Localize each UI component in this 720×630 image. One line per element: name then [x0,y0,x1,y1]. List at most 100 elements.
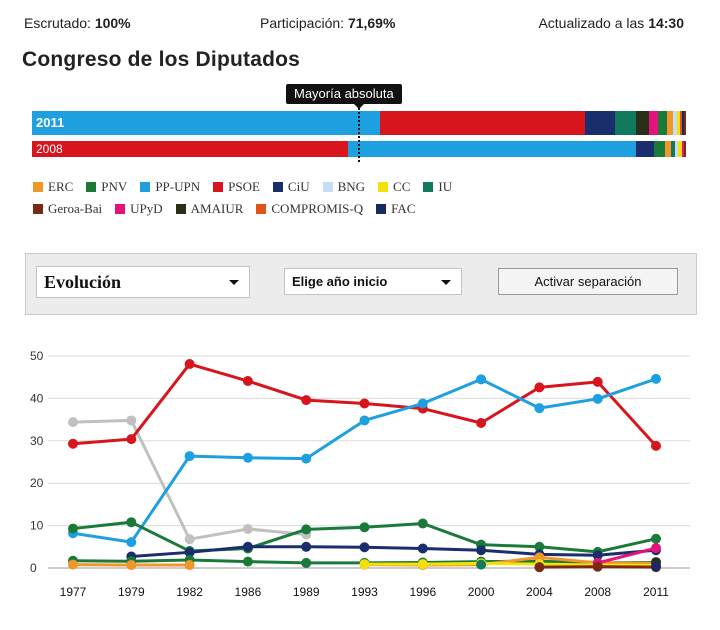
data-point [242,541,253,552]
seat-segment-geroa-bai[interactable] [684,111,686,135]
data-point [534,562,545,573]
scrutiny-value: 100% [94,15,131,31]
x-tick-label: 2004 [526,585,553,599]
seat-bar-2008[interactable] [32,141,686,157]
page-title: Congreso de los Diputados [22,48,301,71]
data-point [242,452,253,463]
seat-segment-ciu[interactable] [635,141,655,157]
seat-segment-ciu[interactable] [585,111,615,135]
legend-item[interactable]: BNG [322,179,366,195]
data-point [651,543,661,554]
seat-segment-pp-upn[interactable] [32,111,380,135]
legend-swatch [322,182,333,192]
data-point [184,451,195,462]
data-point [534,403,545,414]
start-year-select-value: Elige año inicio [292,274,388,289]
seat-segment-psoe[interactable] [32,141,348,157]
data-point [359,542,370,553]
data-point [476,417,487,428]
legend-row: ERC PNV PP-UPN PSOE CiU BNG CC IU [33,176,593,198]
view-select-value: Evolución [44,272,122,292]
legend-label: BNG [337,179,366,194]
seat-segment-cc[interactable] [676,111,681,135]
data-point [476,545,487,556]
seat-segment-bng[interactable] [672,111,677,135]
seat-segment-geroa-bai[interactable] [684,141,686,157]
seat-segment-fac[interactable] [682,111,685,135]
series-line [131,545,657,559]
legend-swatch [213,182,224,192]
seat-segment-amaiur[interactable] [635,111,649,135]
data-point [417,398,428,409]
seat-segment-pnv[interactable] [657,111,668,135]
data-point [301,541,312,552]
legend-label: CC [393,179,411,194]
seat-segment-erc[interactable] [665,141,671,157]
y-tick-label: 0 [30,561,37,575]
legend-item[interactable]: CC [378,179,410,195]
data-point [476,374,487,385]
updated-stat: Actualizado a las 14:30 [538,15,684,31]
data-point [242,556,253,567]
y-tick-label: 50 [30,349,44,363]
legend-item[interactable]: IU [423,179,452,195]
legend-item[interactable]: CiU [272,179,310,195]
data-point [359,415,370,426]
x-tick-label: 1993 [351,585,378,599]
seat-segment-compromis-q[interactable] [680,111,683,135]
legend-label: UPyD [130,201,163,216]
legend-item[interactable]: ERC [33,179,73,195]
data-point [476,559,487,570]
seat-segment-iu[interactable] [671,141,675,157]
data-point [126,537,137,548]
x-tick-label: 2000 [468,585,495,599]
seat-segment-pp-upn[interactable] [347,141,636,157]
majority-tooltip: Mayoría absoluta [286,84,402,109]
party-legend: ERC PNV PP-UPN PSOE CiU BNG CC IU Geroa-Bai UPyD A… [33,176,593,220]
legend-label: AMAIUR [190,201,244,216]
data-point [184,359,195,370]
y-tick-label: 20 [30,476,44,490]
series-line [597,546,657,565]
legend-label: PSOE [228,179,260,194]
seat-segment-psoe[interactable] [379,111,586,135]
legend-item[interactable]: PNV [86,179,127,195]
activate-separation-button[interactable]: Activar separación [498,268,678,295]
legend-swatch [33,182,43,192]
data-point [301,453,312,464]
seat-bar-2011[interactable] [32,111,686,135]
data-point [359,398,370,409]
legend-item[interactable]: COMPROMIS-Q [256,201,363,217]
legend-item[interactable]: FAC [376,201,415,217]
x-tick-label: 1977 [60,585,87,599]
data-point [242,376,253,387]
legend-swatch [140,182,151,192]
legend-item[interactable]: PSOE [213,179,260,195]
y-tick-label: 30 [30,434,44,448]
seat-segment-iu[interactable] [614,111,636,135]
data-point [68,438,78,449]
seat-segment-pnv[interactable] [654,141,666,157]
seat-segment-bng[interactable] [674,141,679,157]
legend-item[interactable]: AMAIUR [175,201,244,217]
seat-segment-cc[interactable] [678,141,683,157]
view-select[interactable]: Evolución [36,266,250,298]
series-line [72,418,307,541]
data-point [592,393,603,404]
data-point [359,522,370,533]
legend-swatch [86,182,97,192]
seat-segment-upyd[interactable] [648,111,658,135]
legend-item[interactable]: UPyD [115,201,163,217]
start-year-select[interactable]: Elige año inicio [284,268,462,295]
seat-segment-erc[interactable] [667,111,673,135]
seat-segment-upyd[interactable] [682,141,685,157]
data-point [534,382,545,393]
data-point [126,415,137,426]
data-point [417,518,428,529]
data-point [68,559,78,570]
data-point [592,376,603,387]
legend-item[interactable]: Geroa-Bai [33,201,102,217]
data-point [126,434,137,445]
chevron-down-icon [229,280,239,285]
legend-item[interactable]: PP-UPN [140,179,200,195]
